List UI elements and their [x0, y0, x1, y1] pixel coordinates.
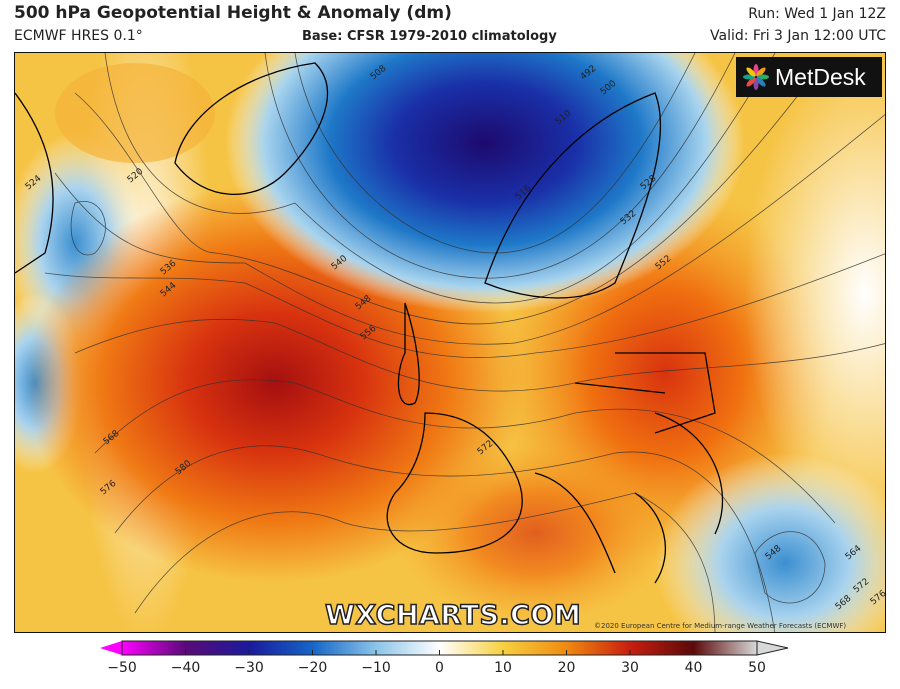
chart-title: 500 hPa Geopotential Height & Anomaly (d…: [14, 3, 452, 23]
model-label: ECMWF HRES 0.1°: [14, 28, 143, 44]
run-time: Run: Wed 1 Jan 12Z: [748, 6, 886, 22]
climatology-base: Base: CFSR 1979-2010 climatology: [302, 29, 557, 44]
valid-time: Valid: Fri 3 Jan 12:00 UTC: [710, 28, 886, 44]
anomaly-map: 524 520 536 544 540 548 556 568 576 580 572 508 492 5…: [14, 52, 886, 633]
coastlines: [15, 62, 723, 584]
colorbar: [100, 640, 789, 656]
colorbar-max-arrow: [756, 640, 789, 656]
colorbar-tick-label: −40: [170, 660, 201, 676]
height-contours: [44, 53, 885, 632]
colorbar-tick-label: 50: [748, 660, 766, 676]
colorbar-tick-label: 40: [684, 660, 703, 676]
colorbar-tick-label: 0: [435, 660, 444, 676]
watermark: WXCHARTS.COM: [324, 599, 582, 632]
copyright: ©2020 European Centre for Medium-range W…: [594, 622, 847, 630]
logo-text: MetDesk: [775, 63, 866, 90]
colorbar-min-arrow: [100, 641, 122, 655]
metdesk-logo: MetDesk: [736, 57, 882, 97]
metdesk-flower-icon: [743, 64, 769, 90]
colorbar-tick-label: −50: [107, 660, 137, 676]
colorbar-tick-label: −20: [297, 660, 328, 676]
colorbar-tick-label: 30: [621, 660, 639, 676]
colorbar-tick-label: −30: [234, 660, 264, 676]
colorbar-tick-label: 20: [557, 660, 576, 676]
colorbar-tick-label: −10: [361, 660, 391, 676]
colorbar-tick-label: 10: [494, 660, 512, 676]
map-field: [15, 53, 885, 632]
